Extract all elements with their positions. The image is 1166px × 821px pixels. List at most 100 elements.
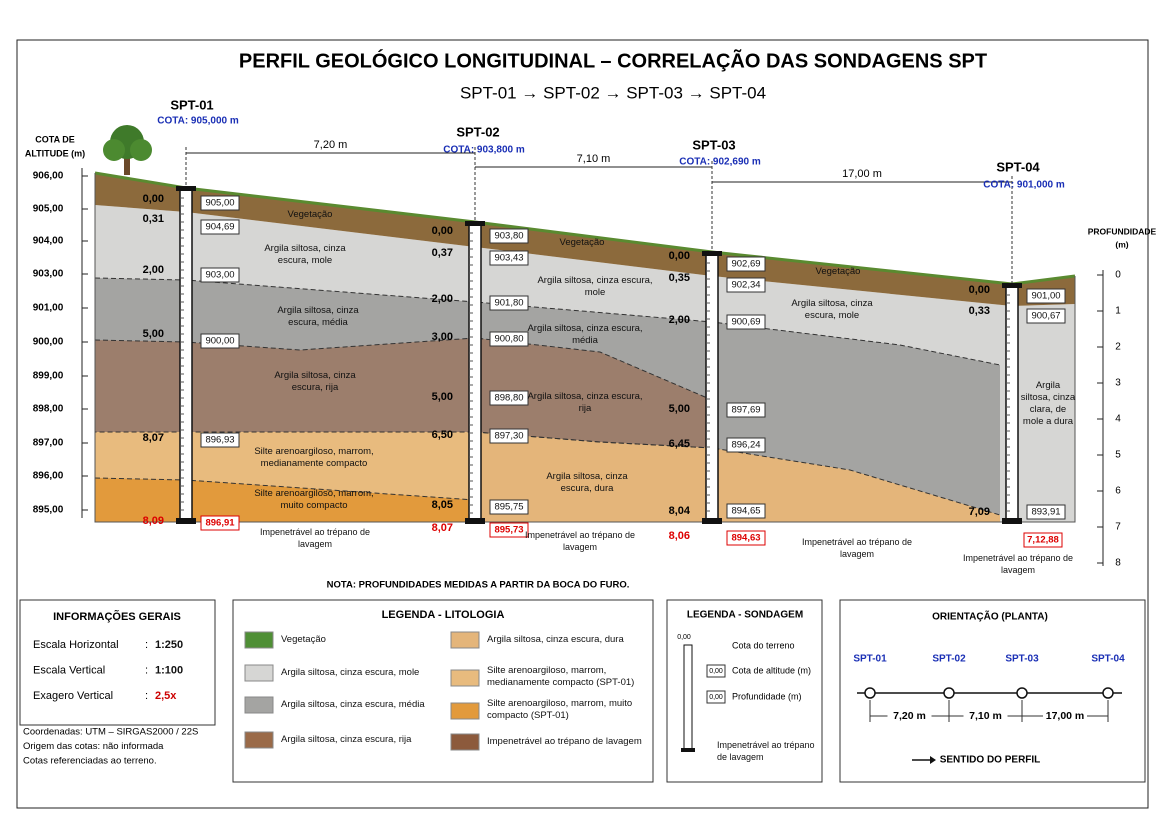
borehole-base bbox=[1002, 518, 1022, 524]
borehole-cota: COTA: 903,800 m bbox=[443, 145, 525, 156]
elevation-label: 903,43 bbox=[494, 253, 523, 264]
depth-label: 5,00 bbox=[432, 391, 453, 403]
legend-box bbox=[706, 664, 726, 678]
final-depth: 8,07 bbox=[432, 522, 453, 534]
profile-edge bbox=[94, 173, 1076, 523]
tick-label: 895,00 bbox=[33, 505, 64, 516]
elevation-label: 900,69 bbox=[731, 317, 760, 328]
elevation-label: 893,91 bbox=[1031, 507, 1060, 518]
legend-box-label: 0,00 bbox=[709, 694, 723, 701]
tick-label: 904,00 bbox=[33, 236, 64, 247]
distance-label: 7,10 m bbox=[577, 153, 611, 165]
elevation-label: 903,80 bbox=[494, 231, 523, 242]
elevation-label-box bbox=[489, 428, 529, 444]
final-depth-box bbox=[1023, 532, 1063, 548]
final-elevation: 895,73 bbox=[494, 525, 523, 536]
layer-boundary bbox=[94, 277, 1001, 366]
layer-dura bbox=[475, 432, 1000, 522]
elevation-label: 896,93 bbox=[205, 435, 234, 446]
layer-label: Argila siltosa, cinza escura, dura bbox=[546, 471, 628, 494]
layer-label: Silte arenoargiloso, marrom, medianament… bbox=[254, 446, 374, 469]
depth-label: 0,00 bbox=[969, 284, 990, 296]
depth-label: 7,09 bbox=[969, 506, 990, 518]
depth-label: 6,45 bbox=[669, 438, 690, 450]
borehole-note: Impenetrável ao trépano de lavagem bbox=[259, 527, 371, 549]
plan-distance: 7,20 m bbox=[893, 710, 926, 722]
elevation-label: 900,67 bbox=[1031, 311, 1060, 322]
legend-swatch bbox=[244, 731, 274, 749]
borehole-column bbox=[179, 189, 193, 523]
elevation-label: 898,80 bbox=[494, 393, 523, 404]
legend-box bbox=[706, 690, 726, 704]
info-value: 1:250 bbox=[155, 639, 183, 651]
info-label: Escala Vertical bbox=[33, 664, 105, 676]
note: NOTA: PROFUNDIDADES MEDIDAS A PARTIR DA … bbox=[327, 580, 630, 591]
legend-base bbox=[681, 748, 695, 752]
elevation-label-box bbox=[489, 390, 529, 406]
legend-swatch bbox=[244, 696, 274, 714]
subtitle: SPT-01 → SPT-02 → SPT-03 → SPT-04 bbox=[460, 83, 766, 102]
borehole-cota: COTA: 905,000 m bbox=[157, 116, 239, 127]
borehole-name: SPT-01 bbox=[170, 97, 213, 112]
elevation-label-box bbox=[489, 499, 529, 515]
depth-label: 8,05 bbox=[432, 499, 453, 511]
depth-label: 5,00 bbox=[669, 403, 690, 415]
borehole-cap bbox=[176, 186, 196, 191]
legend-box-label: 0,00 bbox=[709, 668, 723, 675]
borehole-base bbox=[465, 518, 485, 524]
lithology-box bbox=[232, 599, 654, 783]
legend-label: Silte arenoargiloso, marrom, muito compa… bbox=[487, 698, 633, 721]
plan-distance: 17,00 m bbox=[1046, 710, 1085, 722]
tick-label: 6 bbox=[1115, 486, 1121, 497]
legend-label: Argila siltosa, cinza escura, mole bbox=[281, 667, 420, 678]
legend-item: Impenetrável ao trépano de lavagem bbox=[717, 740, 815, 762]
panel-title: INFORMAÇÕES GERAIS bbox=[53, 610, 181, 623]
plan-name: SPT-02 bbox=[932, 654, 966, 665]
elevation-label: 894,65 bbox=[731, 506, 760, 517]
info-sep: : bbox=[145, 639, 148, 651]
elevation-label-box bbox=[489, 250, 529, 266]
elevation-label: 897,30 bbox=[494, 431, 523, 442]
borehole-note: Impenetrável ao trépano de lavagem bbox=[962, 553, 1074, 575]
legend-swatch bbox=[450, 669, 480, 687]
legend-label: Argila siltosa, cinza escura, rija bbox=[281, 734, 412, 745]
tick-label: 2 bbox=[1115, 342, 1121, 353]
layer-rija bbox=[95, 338, 712, 448]
borehole-base bbox=[702, 518, 722, 524]
legend-swatch bbox=[450, 702, 480, 720]
layer-label: Argila siltosa, cinza escura, média bbox=[527, 323, 643, 346]
depth-label: 0,33 bbox=[969, 305, 990, 317]
elevation-label-box bbox=[1026, 288, 1066, 304]
legend-item: Cota do terreno bbox=[732, 640, 795, 650]
legend-top: 0,00 bbox=[677, 634, 691, 641]
borehole-name: SPT-04 bbox=[996, 159, 1040, 174]
tick-label: 897,00 bbox=[33, 438, 64, 449]
borehole-column bbox=[468, 224, 482, 523]
tree bbox=[103, 125, 152, 175]
tick-label: 1 bbox=[1115, 306, 1121, 317]
tick-label: 3 bbox=[1115, 378, 1121, 389]
borehole-cap bbox=[1002, 283, 1022, 288]
layer-label: Argila siltosa, cinza escura, mole bbox=[264, 243, 346, 266]
elevation-label: 904,69 bbox=[205, 222, 234, 233]
final-elevation-box bbox=[726, 530, 766, 546]
tick-label: 898,00 bbox=[33, 404, 64, 415]
depth-label: 8,07 bbox=[143, 432, 164, 444]
tick-label: 7 bbox=[1115, 522, 1121, 533]
info-sep: : bbox=[145, 664, 148, 676]
plan-name: SPT-04 bbox=[1091, 654, 1125, 665]
depth-label: 2,00 bbox=[669, 314, 690, 326]
depth-label: 3,00 bbox=[432, 331, 453, 343]
final-elevation-box bbox=[489, 522, 529, 538]
depth-label: 2,00 bbox=[143, 264, 164, 276]
borehole-note: Impenetrável ao trépano de lavagem bbox=[524, 530, 636, 552]
elevation-label-box bbox=[200, 432, 240, 448]
borehole-cap bbox=[702, 251, 722, 256]
elevation-label: 900,00 bbox=[205, 336, 234, 347]
elevation-label: 901,80 bbox=[494, 298, 523, 309]
layer-label: Vegetação bbox=[287, 209, 333, 220]
elevation-label-box bbox=[489, 228, 529, 244]
distance-label: 17,00 m bbox=[842, 168, 882, 180]
tick-label: 8 bbox=[1115, 558, 1121, 569]
